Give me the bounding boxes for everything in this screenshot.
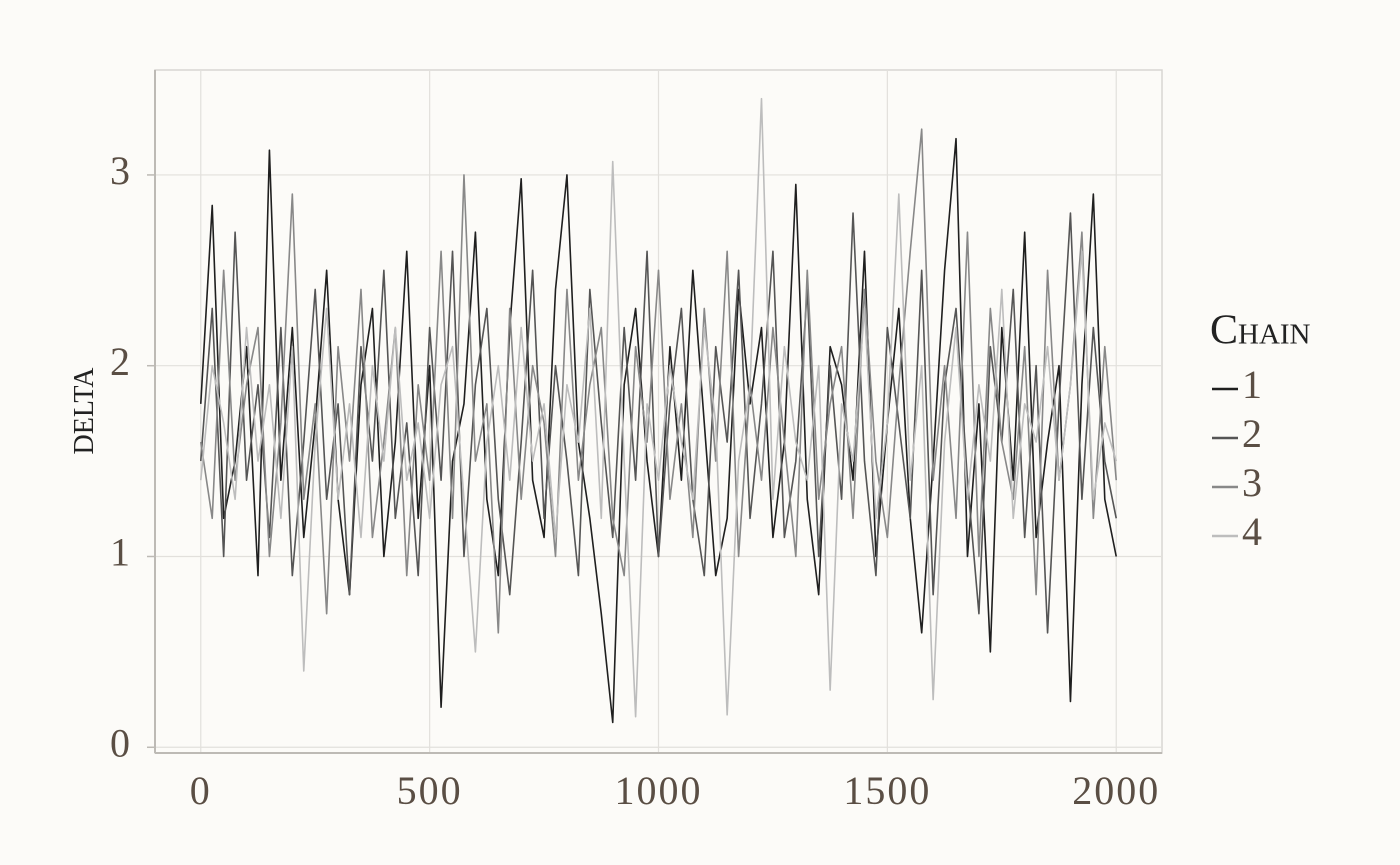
y-tick-label: 3 [110,148,132,193]
x-tick-label: 1000 [615,768,703,813]
legend-label: 4 [1242,509,1262,554]
chain-line [199,128,1118,634]
legend-label: 2 [1242,411,1262,456]
y-tick-label: 2 [110,339,132,384]
y-tick-label: 1 [110,530,132,575]
y-axis-title: delta [57,367,102,455]
y-tick-label: 0 [110,720,132,765]
legend-label: 1 [1242,362,1262,407]
x-tick-label: 2000 [1072,768,1160,813]
x-tick-label: 0 [190,768,212,813]
chain-line [199,212,1118,634]
chain-line [199,97,1117,718]
legend-title: Chain [1210,308,1311,354]
legend-label: 3 [1242,460,1262,505]
x-tick-label: 500 [397,768,463,813]
x-tick-label: 1500 [843,768,931,813]
